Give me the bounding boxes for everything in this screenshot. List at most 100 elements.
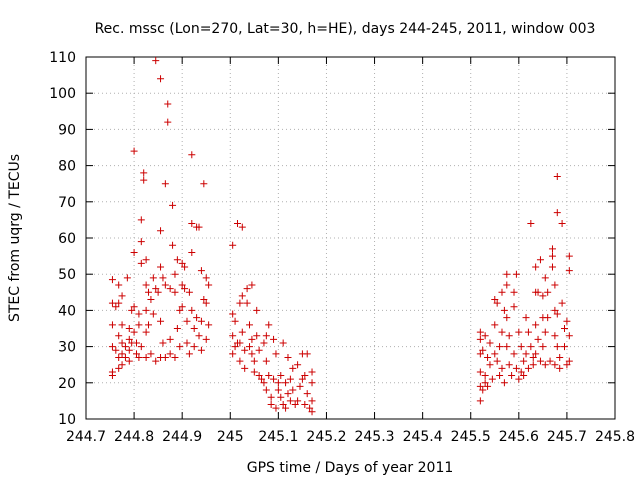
data-point (185, 288, 193, 296)
data-point (171, 353, 179, 361)
x-tick-label: 244.8 (114, 429, 154, 445)
x-tick-label: 245.7 (547, 429, 587, 445)
data-point (152, 357, 160, 365)
data-point (476, 382, 484, 390)
data-point (236, 339, 244, 347)
y-tick-label: 60 (58, 231, 76, 247)
data-point (166, 285, 174, 293)
y-tick-label: 40 (58, 303, 76, 319)
data-point (510, 350, 518, 358)
data-point (491, 321, 499, 329)
data-point (173, 325, 181, 332)
data-point (505, 361, 513, 369)
data-point (289, 364, 297, 372)
data-point (565, 267, 573, 275)
data-point (132, 339, 140, 347)
data-point (248, 281, 256, 289)
data-point (176, 306, 184, 314)
data-point (197, 317, 205, 325)
data-point (512, 270, 520, 278)
data-point (553, 343, 561, 351)
data-point (142, 328, 150, 336)
data-point (496, 372, 504, 380)
data-point (183, 317, 191, 325)
data-point (142, 353, 150, 361)
data-point (145, 288, 153, 296)
data-point (190, 325, 198, 332)
data-point (202, 274, 210, 282)
data-point (125, 346, 133, 354)
data-point (205, 321, 213, 329)
x-tick-label: 245.2 (306, 429, 346, 445)
data-point (270, 375, 278, 383)
x-tick-label: 245.8 (595, 429, 635, 445)
data-point (197, 346, 205, 354)
data-point (553, 172, 561, 180)
data-point (282, 379, 290, 387)
data-point (236, 299, 244, 307)
data-point (529, 361, 537, 369)
data-point (479, 346, 487, 354)
y-tick-label: 30 (58, 340, 76, 356)
data-point (140, 169, 148, 177)
data-point (267, 401, 275, 409)
data-point (515, 375, 523, 383)
data-point (496, 343, 504, 351)
data-point (231, 343, 239, 351)
data-point (229, 332, 237, 340)
data-point (188, 220, 196, 228)
data-point (291, 401, 299, 409)
data-point (121, 353, 129, 361)
data-point (498, 328, 506, 336)
data-point (140, 176, 148, 184)
data-point (476, 328, 484, 336)
data-point (137, 216, 145, 224)
data-point (108, 276, 116, 284)
data-point (265, 321, 273, 329)
data-point (265, 372, 273, 380)
data-point (536, 256, 544, 264)
data-point (270, 335, 278, 343)
data-point (551, 281, 559, 289)
data-point (248, 350, 256, 358)
data-point (108, 321, 116, 329)
data-point (246, 343, 254, 351)
data-point (556, 353, 564, 361)
data-point (152, 285, 160, 293)
data-point (503, 270, 511, 278)
data-point (476, 397, 484, 405)
data-point (510, 288, 518, 296)
data-point (188, 248, 196, 256)
x-tick-label: 244.9 (162, 429, 202, 445)
data-point (205, 281, 213, 289)
data-point (149, 274, 157, 282)
data-point (243, 285, 251, 293)
data-point (522, 350, 530, 358)
data-point (181, 263, 189, 271)
data-point (298, 375, 306, 383)
data-point (145, 321, 153, 329)
data-point (296, 382, 304, 390)
data-point (522, 314, 530, 322)
data-point (498, 288, 506, 296)
y-tick-label: 110 (49, 50, 76, 66)
data-point (532, 350, 540, 358)
data-point (159, 339, 167, 347)
data-point (308, 379, 316, 387)
data-point (125, 357, 133, 365)
data-point (253, 306, 261, 314)
data-point (284, 390, 292, 398)
data-point (500, 306, 508, 314)
data-point (164, 118, 172, 126)
data-point (258, 375, 266, 383)
data-point (128, 306, 136, 314)
data-point (262, 332, 270, 340)
data-point (115, 281, 123, 289)
y-tick-label: 50 (58, 267, 76, 283)
data-point (301, 401, 309, 409)
data-point (161, 353, 169, 361)
data-point (548, 263, 556, 271)
data-point (154, 288, 162, 296)
data-point (539, 343, 547, 351)
data-point (277, 372, 285, 380)
